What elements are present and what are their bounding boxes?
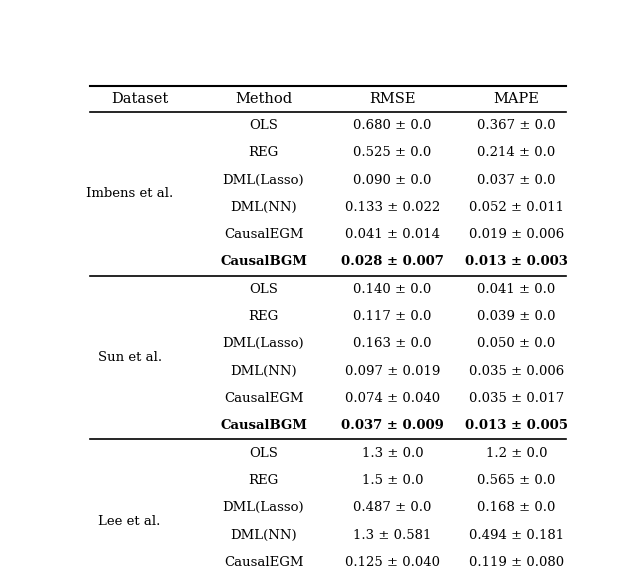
Text: CausalBGM: CausalBGM [220, 419, 307, 432]
Text: OLS: OLS [249, 447, 278, 460]
Text: 0.487 ± 0.0: 0.487 ± 0.0 [353, 501, 431, 514]
Text: 0.035 ± 0.006: 0.035 ± 0.006 [469, 365, 564, 378]
Text: 0.168 ± 0.0: 0.168 ± 0.0 [477, 501, 556, 514]
Text: 0.565 ± 0.0: 0.565 ± 0.0 [477, 474, 556, 487]
Text: 0.035 ± 0.017: 0.035 ± 0.017 [469, 392, 564, 405]
Text: 0.119 ± 0.080: 0.119 ± 0.080 [469, 556, 564, 569]
Text: 0.525 ± 0.0: 0.525 ± 0.0 [353, 146, 431, 159]
Text: 0.074 ± 0.040: 0.074 ± 0.040 [345, 392, 440, 405]
Text: DML(NN): DML(NN) [230, 365, 297, 378]
Text: DML(Lasso): DML(Lasso) [223, 337, 305, 351]
Text: 0.680 ± 0.0: 0.680 ± 0.0 [353, 119, 431, 132]
Text: 0.037 ± 0.009: 0.037 ± 0.009 [341, 419, 444, 432]
Text: 0.367 ± 0.0: 0.367 ± 0.0 [477, 119, 556, 132]
Text: Lee et al.: Lee et al. [99, 515, 161, 528]
Text: 0.013 ± 0.003: 0.013 ± 0.003 [465, 256, 568, 268]
Text: 0.097 ± 0.019: 0.097 ± 0.019 [345, 365, 440, 378]
Text: 0.039 ± 0.0: 0.039 ± 0.0 [477, 310, 556, 323]
Text: 0.028 ± 0.007: 0.028 ± 0.007 [341, 256, 444, 268]
Text: OLS: OLS [249, 119, 278, 132]
Text: 0.090 ± 0.0: 0.090 ± 0.0 [353, 173, 431, 186]
Text: 0.019 ± 0.006: 0.019 ± 0.006 [469, 228, 564, 241]
Text: RMSE: RMSE [369, 92, 416, 106]
Text: 0.052 ± 0.011: 0.052 ± 0.011 [469, 201, 564, 214]
Text: 0.037 ± 0.0: 0.037 ± 0.0 [477, 173, 556, 186]
Text: REG: REG [248, 310, 278, 323]
Text: DML(Lasso): DML(Lasso) [223, 173, 305, 186]
Text: 0.041 ± 0.0: 0.041 ± 0.0 [477, 283, 556, 296]
Text: REG: REG [248, 474, 278, 487]
Text: DML(NN): DML(NN) [230, 201, 297, 214]
Text: OLS: OLS [249, 283, 278, 296]
Text: 1.2 ± 0.0: 1.2 ± 0.0 [486, 447, 547, 460]
Text: CausalEGM: CausalEGM [224, 228, 303, 241]
Text: 1.3 ± 0.581: 1.3 ± 0.581 [353, 529, 431, 542]
Text: Dataset: Dataset [111, 92, 168, 106]
Text: 0.133 ± 0.022: 0.133 ± 0.022 [345, 201, 440, 214]
Text: Method: Method [235, 92, 292, 106]
Text: DML(Lasso): DML(Lasso) [223, 501, 305, 514]
Text: Sun et al.: Sun et al. [97, 351, 162, 364]
Text: 1.5 ± 0.0: 1.5 ± 0.0 [362, 474, 423, 487]
Text: DML(NN): DML(NN) [230, 529, 297, 542]
Text: 0.117 ± 0.0: 0.117 ± 0.0 [353, 310, 431, 323]
Text: 0.050 ± 0.0: 0.050 ± 0.0 [477, 337, 556, 351]
Text: 0.163 ± 0.0: 0.163 ± 0.0 [353, 337, 432, 351]
Text: MAPE: MAPE [493, 92, 540, 106]
Text: 0.041 ± 0.014: 0.041 ± 0.014 [345, 228, 440, 241]
Text: CausalEGM: CausalEGM [224, 392, 303, 405]
Text: 0.494 ± 0.181: 0.494 ± 0.181 [469, 529, 564, 542]
Text: CausalBGM: CausalBGM [220, 256, 307, 268]
Text: 0.125 ± 0.040: 0.125 ± 0.040 [345, 556, 440, 569]
Text: 0.013 ± 0.005: 0.013 ± 0.005 [465, 419, 568, 432]
Text: REG: REG [248, 146, 278, 159]
Text: 0.140 ± 0.0: 0.140 ± 0.0 [353, 283, 431, 296]
Text: 0.214 ± 0.0: 0.214 ± 0.0 [477, 146, 556, 159]
Text: CausalEGM: CausalEGM [224, 556, 303, 569]
Text: 1.3 ± 0.0: 1.3 ± 0.0 [362, 447, 423, 460]
Text: Imbens et al.: Imbens et al. [86, 187, 173, 200]
